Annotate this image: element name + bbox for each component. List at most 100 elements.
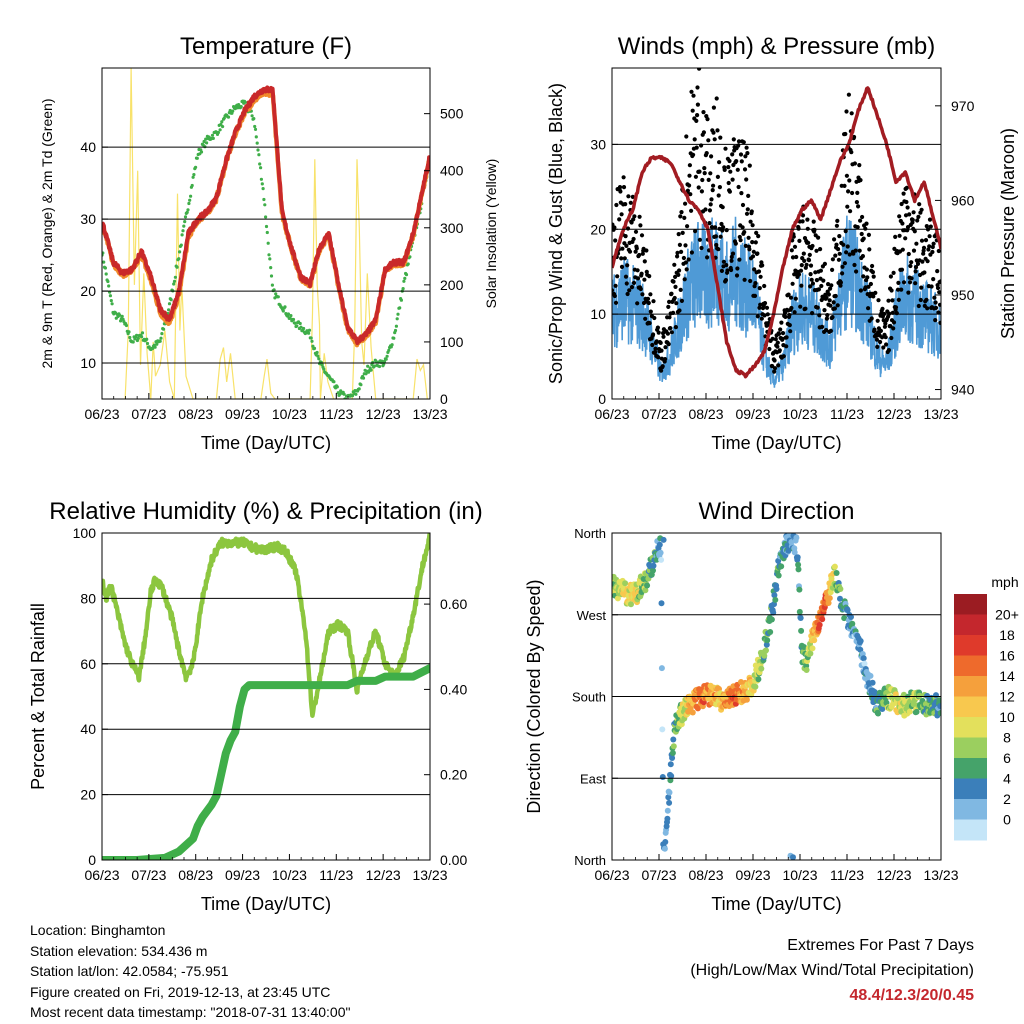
point-gust — [706, 138, 711, 143]
point-dewpoint — [307, 328, 312, 332]
point-dewpoint — [281, 309, 285, 313]
point-gust — [933, 300, 938, 305]
ytick-label-2-1: 20 — [80, 787, 96, 803]
point-gust — [695, 113, 700, 118]
point-dewpoint — [239, 105, 243, 109]
point-dewpoint — [128, 335, 132, 340]
point-dewpoint — [258, 162, 262, 166]
series-sonic-wind — [612, 215, 941, 388]
point-wind-direction — [861, 660, 868, 667]
point-gust — [889, 288, 894, 293]
point-wind-direction — [657, 549, 664, 556]
point-gust — [838, 283, 843, 288]
point-gust — [650, 342, 655, 348]
point-gust — [818, 268, 824, 273]
point-gust — [815, 305, 820, 310]
point-gust — [724, 263, 729, 268]
point-gust — [640, 292, 645, 297]
xtick-label-3-2: 08/23 — [688, 867, 723, 883]
xtick-label-3-6: 12/23 — [876, 867, 911, 883]
point-gust — [705, 255, 710, 260]
point-gust — [685, 224, 690, 229]
point-gust — [709, 154, 714, 159]
point-gust — [780, 336, 785, 341]
point-gust — [835, 303, 840, 308]
point-gust — [751, 249, 756, 254]
xtick-label-0-0: 06/23 — [84, 406, 119, 422]
ytick-right-label-2-1: 0.20 — [440, 767, 467, 783]
xtick-label-1-3: 09/23 — [735, 406, 770, 422]
point-dewpoint — [118, 313, 122, 317]
point-gust — [727, 158, 732, 164]
point-dewpoint — [180, 233, 184, 237]
point-gust — [645, 296, 651, 301]
point-wind-direction — [879, 706, 886, 712]
point-dewpoint — [159, 336, 163, 340]
point-gust — [883, 321, 888, 326]
point-gust — [762, 283, 767, 289]
point-gust — [678, 214, 683, 219]
point-gust — [816, 235, 821, 240]
point-gust — [644, 248, 649, 253]
point-gust — [828, 303, 833, 308]
point-gust — [637, 252, 642, 258]
point-gust — [908, 263, 913, 269]
point-gust — [688, 192, 693, 197]
point-gust — [847, 252, 852, 257]
point-dewpoint — [374, 360, 378, 364]
point-gust — [838, 280, 844, 285]
series-relative-humidity — [102, 533, 430, 718]
point-dewpoint — [299, 325, 303, 329]
point-gust — [755, 251, 760, 256]
point-gust — [753, 281, 758, 286]
point-gust — [721, 225, 726, 230]
point-dewpoint — [160, 332, 164, 336]
ytick-label-1-1: 10 — [590, 306, 606, 322]
point-gust — [788, 329, 793, 334]
point-gust — [742, 277, 747, 282]
point-wind-direction — [795, 561, 802, 568]
point-gust — [743, 154, 748, 159]
point-dewpoint — [140, 331, 145, 335]
point-gust — [805, 217, 810, 222]
point-gust — [857, 248, 862, 253]
point-gust — [828, 328, 834, 333]
point-gust — [731, 137, 736, 142]
point-gust — [932, 295, 937, 300]
point-gust — [623, 202, 628, 207]
point-dewpoint — [399, 298, 403, 302]
point-gust — [915, 218, 920, 223]
point-dewpoint — [295, 324, 299, 328]
point-gust — [896, 297, 901, 302]
ytick-label-3-2: South — [572, 690, 606, 705]
point-wind-direction — [772, 596, 779, 603]
point-gust — [651, 332, 656, 337]
point-wind-direction — [614, 595, 621, 602]
created-text: Figure created on Fri, 2019-12-13, at 23… — [30, 983, 331, 1000]
point-gust — [797, 238, 802, 243]
point-gust — [927, 234, 932, 239]
point-gust — [796, 272, 802, 277]
point-gust — [689, 208, 694, 213]
xtick-label-0-2: 08/23 — [178, 406, 213, 422]
point-gust — [830, 315, 835, 320]
ytick-label-3-1: East — [580, 771, 606, 786]
point-gust — [746, 235, 751, 240]
point-dewpoint — [211, 136, 215, 140]
chart-title-0: Temperature (F) — [180, 33, 352, 60]
point-wind-direction — [801, 644, 807, 650]
point-dewpoint — [204, 137, 208, 141]
point-gust — [694, 118, 699, 123]
point-gust — [888, 274, 894, 279]
point-gust — [715, 174, 721, 179]
point-gust — [713, 234, 719, 239]
point-dewpoint — [103, 266, 107, 270]
point-gust — [683, 201, 688, 206]
colorbar-label-2: 16 — [999, 648, 1015, 664]
point-dewpoint — [404, 273, 409, 277]
yaxis-right-label-0: Solar Insolation (Yellow) — [483, 159, 499, 309]
point-gust — [901, 280, 907, 285]
point-gust — [772, 366, 778, 371]
point-gust — [690, 108, 695, 113]
